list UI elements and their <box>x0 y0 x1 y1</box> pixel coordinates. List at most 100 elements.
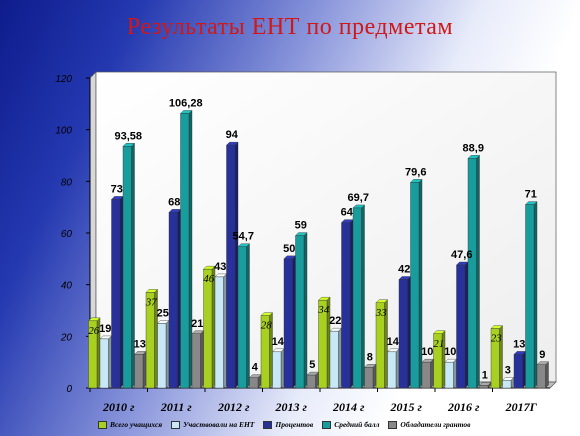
bar <box>203 265 216 389</box>
data-label: 71 <box>525 189 537 201</box>
data-label: 26 <box>88 325 100 337</box>
data-label: 13 <box>513 338 525 350</box>
legend-label: Процентов <box>275 420 314 429</box>
data-label: 22 <box>329 315 341 327</box>
y-tick-label: 120 <box>55 74 72 85</box>
legend-swatch <box>322 420 332 429</box>
data-label: 4 <box>252 362 259 374</box>
x-tick-label: 2013 г <box>275 400 308 414</box>
x-tick-label: 2012 г <box>217 400 250 414</box>
bar <box>467 154 480 389</box>
data-label: 64 <box>341 207 354 219</box>
data-label: 21 <box>433 338 444 350</box>
bar <box>421 358 434 389</box>
y-tick-label: 100 <box>55 126 72 137</box>
bar <box>536 361 549 389</box>
bar <box>122 142 135 389</box>
legend-item: Обладатели грантов <box>388 420 471 429</box>
bar <box>525 201 538 389</box>
legend-item: Всего учащихся <box>98 420 162 429</box>
bar <box>479 381 492 389</box>
y-tick-label: 20 <box>60 332 73 343</box>
bar <box>513 350 526 389</box>
data-label: 28 <box>261 320 273 332</box>
data-label: 94 <box>226 129 239 141</box>
bar <box>306 371 319 389</box>
bar <box>180 109 193 389</box>
bar <box>490 325 503 389</box>
legend-item: Участвовали на ЕНТ <box>171 420 254 429</box>
x-tick-label: 2017Г <box>505 400 538 414</box>
data-label: 5 <box>309 359 315 371</box>
bar <box>283 255 296 389</box>
x-tick-label: 2010 г <box>102 400 135 414</box>
data-label: 9 <box>539 349 545 361</box>
legend-swatch <box>388 420 398 429</box>
x-tick-label: 2011 г <box>160 400 192 414</box>
bar <box>364 363 377 389</box>
y-tick-label: 0 <box>66 384 72 395</box>
bar <box>191 330 204 389</box>
bar <box>272 348 285 389</box>
x-tick-label: 2016 г <box>447 400 480 414</box>
slide-title: Результаты ЕНТ по предметам <box>126 14 454 40</box>
bar <box>387 348 400 389</box>
data-label: 34 <box>317 304 330 316</box>
data-label: 93,58 <box>114 130 142 142</box>
data-label: 106,28 <box>169 97 203 109</box>
bar <box>433 330 446 389</box>
bar <box>134 350 147 389</box>
legend-item: Средний балл <box>322 420 379 429</box>
data-label: 69,7 <box>348 192 369 204</box>
bar <box>456 261 469 389</box>
bar <box>168 208 181 389</box>
data-label: 50 <box>283 243 295 255</box>
data-label: 47,6 <box>451 249 472 261</box>
data-label: 10 <box>421 346 433 358</box>
data-label: 23 <box>491 333 503 345</box>
data-label: 8 <box>367 351 373 363</box>
legend-swatch <box>171 420 181 429</box>
legend-label: Обладатели грантов <box>400 420 471 429</box>
bar <box>99 335 112 389</box>
bar <box>375 299 388 389</box>
data-label: 43 <box>214 261 226 273</box>
data-label: 21 <box>191 318 203 330</box>
data-label: 46 <box>203 273 215 285</box>
data-label: 10 <box>444 346 456 358</box>
bar <box>249 374 262 389</box>
data-label: 59 <box>295 220 307 232</box>
chart-legend: Всего учащихся Участвовали на ЕНТ Проценто… <box>98 420 471 429</box>
legend-swatch <box>98 420 107 429</box>
bar <box>444 358 457 389</box>
data-label: 79,6 <box>405 166 426 178</box>
bar <box>295 232 308 389</box>
legend-label: Участвовали на ЕНТ <box>183 420 255 429</box>
x-tick-label: 2014 г <box>332 400 365 414</box>
data-label: 37 <box>145 296 158 308</box>
data-label: 54,7 <box>233 231 254 243</box>
bar <box>398 276 411 389</box>
bar <box>145 288 158 389</box>
data-label: 1 <box>482 369 488 381</box>
data-label: 3 <box>505 364 511 376</box>
bar <box>502 376 515 389</box>
data-label: 25 <box>157 307 169 319</box>
bar <box>260 312 273 389</box>
data-label: 42 <box>398 264 410 276</box>
data-label: 68 <box>168 196 180 208</box>
x-tick-label: 2015 г <box>390 400 423 414</box>
data-label: 13 <box>134 338 146 350</box>
y-tick-label: 80 <box>61 177 73 188</box>
y-tick-label: 40 <box>61 281 73 292</box>
bar <box>237 243 250 389</box>
bar <box>341 219 354 389</box>
data-label: 73 <box>111 183 123 195</box>
bar <box>157 319 170 389</box>
data-label: 88,9 <box>463 142 484 154</box>
legend-item: Процентов <box>263 420 313 429</box>
bar <box>352 204 365 389</box>
bar <box>318 296 331 389</box>
